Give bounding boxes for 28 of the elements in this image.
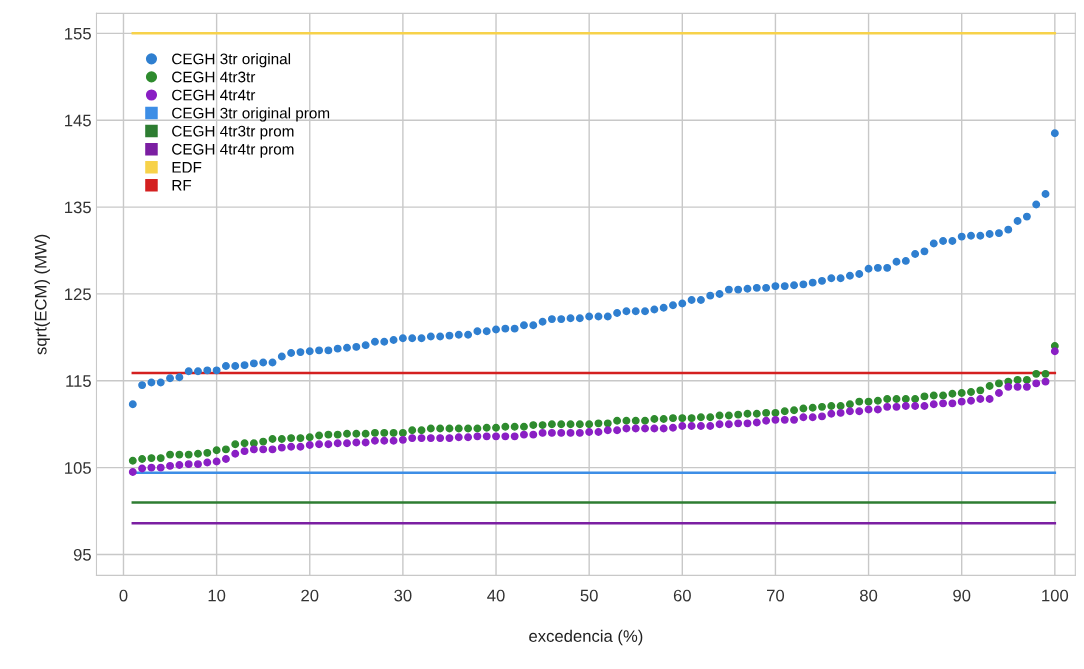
x-tick-label: 60 (673, 589, 691, 602)
y-axis-title: sqrt(ECM) (MW) (34, 234, 50, 355)
legend-label: CEGH 4tr4tr (172, 89, 256, 101)
x-tick-label: 80 (860, 589, 878, 602)
x-tick-label: 70 (767, 589, 785, 602)
y-tick-label: 105 (65, 462, 91, 474)
x-tick-label: 50 (580, 589, 598, 602)
y-tick-label: 145 (65, 114, 91, 127)
x-tick-label: 40 (487, 589, 505, 602)
legend-label: CEGH 4tr3tr prom (172, 125, 294, 140)
y-tick-label: 125 (65, 288, 91, 301)
y-tick-label: 155 (65, 27, 91, 40)
x-tick-label: 20 (301, 589, 319, 602)
legend-label: CEGH 4tr4tr prom (172, 143, 294, 158)
legend-label: RF (172, 180, 192, 191)
legend-label: EDF (172, 162, 202, 173)
y-tick-label: 115 (66, 375, 91, 387)
legend-label: CEGH 4tr3tr (172, 71, 256, 83)
x-tick-label: 90 (953, 589, 971, 602)
x-tick-label: 0 (119, 589, 128, 602)
legend-label: CEGH 3tr original (172, 53, 291, 68)
x-tick-label: 30 (394, 589, 412, 602)
x-axis-title: excedencia (%) (529, 629, 643, 646)
x-tick-label: 100 (1042, 589, 1069, 602)
x-tick-label: 10 (208, 589, 226, 602)
legend-label: CEGH 3tr original prom (172, 107, 330, 122)
y-tick-label: 95 (73, 548, 91, 561)
y-tick-label: 135 (65, 201, 91, 214)
